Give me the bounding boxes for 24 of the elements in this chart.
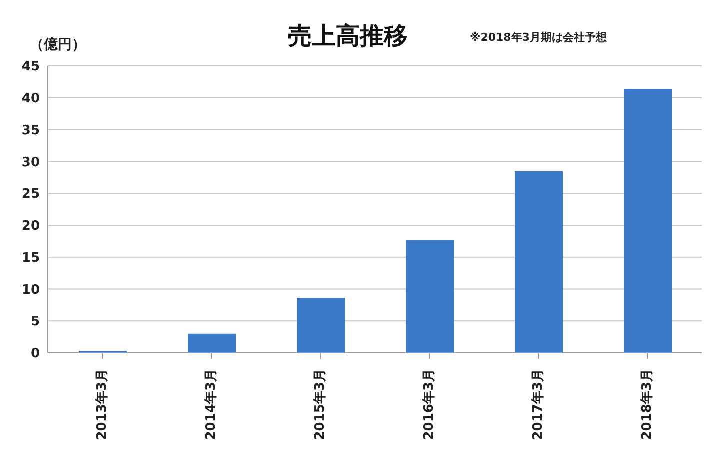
x-tick-label: 2014年3月 [204, 369, 219, 440]
y-tick-label: 5 [30, 314, 40, 330]
y-tick-label: 25 [22, 187, 40, 202]
x-tick-label: 2013年3月 [95, 369, 110, 440]
y-tick-label: 20 [22, 219, 40, 234]
bar [188, 334, 236, 353]
y-axis-title: （億円） [30, 36, 86, 54]
y-tick-label: 35 [22, 123, 40, 138]
y-tick-label: 40 [22, 92, 40, 107]
chart-title: 売上高推移 [288, 21, 408, 52]
text: ※2018年3月期は会社予想 [470, 30, 607, 45]
y-tick-label: 10 [22, 282, 40, 298]
x-tick-label: 2018年3月 [640, 369, 655, 440]
bar [515, 171, 563, 353]
y-tick-label: 30 [22, 155, 40, 170]
x-tick-label: 2017年3月 [531, 369, 546, 440]
bar [406, 240, 454, 353]
y-tick-label: 0 [30, 346, 40, 362]
bar [297, 298, 345, 353]
y-tick-label: 45 [22, 60, 40, 75]
bar [624, 88, 672, 353]
y-tick-label: 15 [22, 250, 40, 266]
x-tick-label: 2015年3月 [313, 369, 328, 440]
x-tick-label: 2016年3月 [422, 369, 437, 440]
